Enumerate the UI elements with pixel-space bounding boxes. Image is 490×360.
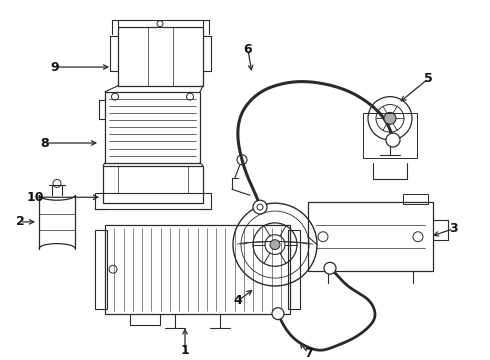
Circle shape	[384, 112, 396, 124]
Bar	[403, 194, 428, 204]
Text: 5: 5	[424, 72, 432, 85]
Text: 8: 8	[41, 136, 49, 149]
Bar	[103, 166, 203, 203]
Circle shape	[272, 308, 284, 320]
Text: 10: 10	[26, 191, 44, 204]
Text: 1: 1	[181, 343, 189, 357]
Bar	[105, 225, 290, 314]
Text: 7: 7	[304, 347, 313, 360]
Circle shape	[270, 240, 280, 249]
Text: 3: 3	[449, 222, 457, 235]
Bar	[95, 193, 211, 209]
Circle shape	[386, 133, 400, 147]
Text: 9: 9	[50, 60, 59, 73]
Text: 2: 2	[16, 215, 24, 228]
Circle shape	[253, 200, 267, 214]
Text: 4: 4	[234, 294, 243, 307]
Bar	[363, 113, 417, 158]
Text: 6: 6	[244, 43, 252, 56]
Circle shape	[324, 262, 336, 274]
Bar	[308, 202, 433, 271]
Bar	[118, 27, 203, 86]
Bar	[95, 230, 107, 309]
Bar	[105, 92, 200, 163]
Bar	[288, 230, 300, 309]
